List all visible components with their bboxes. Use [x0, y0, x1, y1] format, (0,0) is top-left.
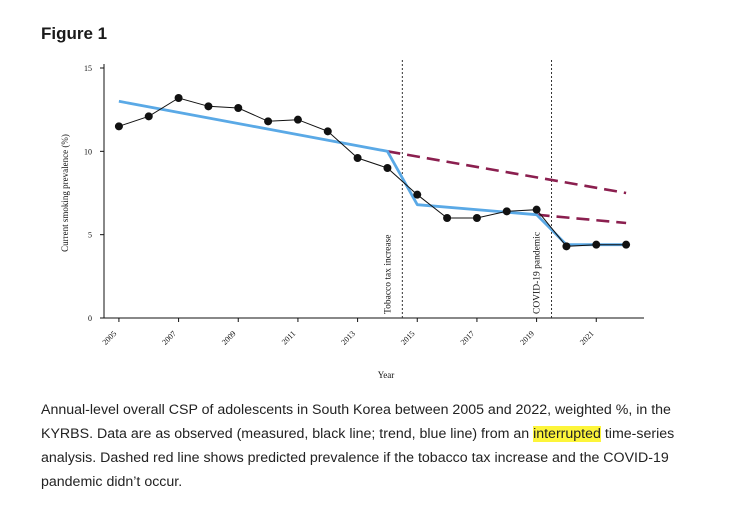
observed-point: [144, 112, 153, 121]
observed-point: [323, 127, 332, 136]
x-tick-label: 2019: [518, 329, 536, 347]
observed-point: [234, 104, 243, 112]
observed-point: [383, 164, 392, 172]
y-tick-label: 10: [84, 147, 92, 156]
x-tick-label: 2015: [399, 329, 417, 347]
intervention-label: Tobacco tax increase: [383, 234, 393, 314]
figure-title: Figure 1: [41, 24, 108, 43]
x-axis-title: Year: [378, 370, 395, 380]
intervention-label: COVID-19 pandemic: [533, 232, 543, 314]
observed-point: [204, 102, 213, 111]
observed-point: [562, 242, 571, 251]
observed-point: [532, 205, 541, 214]
x-tick-label: 2017: [459, 329, 477, 347]
y-axis-title: Current smoking prevalence (%): [60, 134, 70, 252]
observed-point: [264, 117, 273, 126]
observed-line: [118, 97, 627, 247]
y-tick-label: 5: [88, 231, 92, 240]
figure-caption: Annual-level overall CSP of adolescents …: [41, 398, 721, 494]
caption-text-end: time-series analysis. Dashed red line sh…: [41, 426, 675, 490]
predicted-line: [387, 150, 627, 195]
observed-point: [502, 207, 511, 216]
x-tick-label: 2013: [339, 329, 357, 347]
observed-point: [443, 214, 452, 222]
x-tick-label: 2011: [280, 329, 297, 346]
observed-point: [293, 115, 302, 124]
observed-point: [413, 190, 422, 199]
observed-point: [114, 122, 123, 131]
x-tick-label: 2005: [101, 329, 119, 347]
caption-text: Annual-level overall CSP of adolescents …: [41, 402, 671, 442]
y-tick-label: 15: [84, 64, 92, 73]
x-tick-label: 2007: [160, 329, 178, 347]
trend-line: [118, 99, 627, 247]
predicted-line: [536, 213, 627, 225]
observed-point: [622, 240, 631, 249]
y-tick-label: 0: [88, 314, 92, 323]
caption-highlight: interrupted: [533, 426, 601, 442]
observed-point: [472, 214, 481, 222]
chart: 0 5 10 15 2005 2007 2009 2011 2013 2015 2017 2019 20…: [60, 60, 644, 380]
x-tick-label: 2021: [578, 329, 596, 347]
x-tick-label: 2009: [220, 329, 238, 347]
observed-point: [353, 154, 362, 162]
observed-point: [592, 240, 601, 249]
observed-point: [174, 94, 183, 102]
